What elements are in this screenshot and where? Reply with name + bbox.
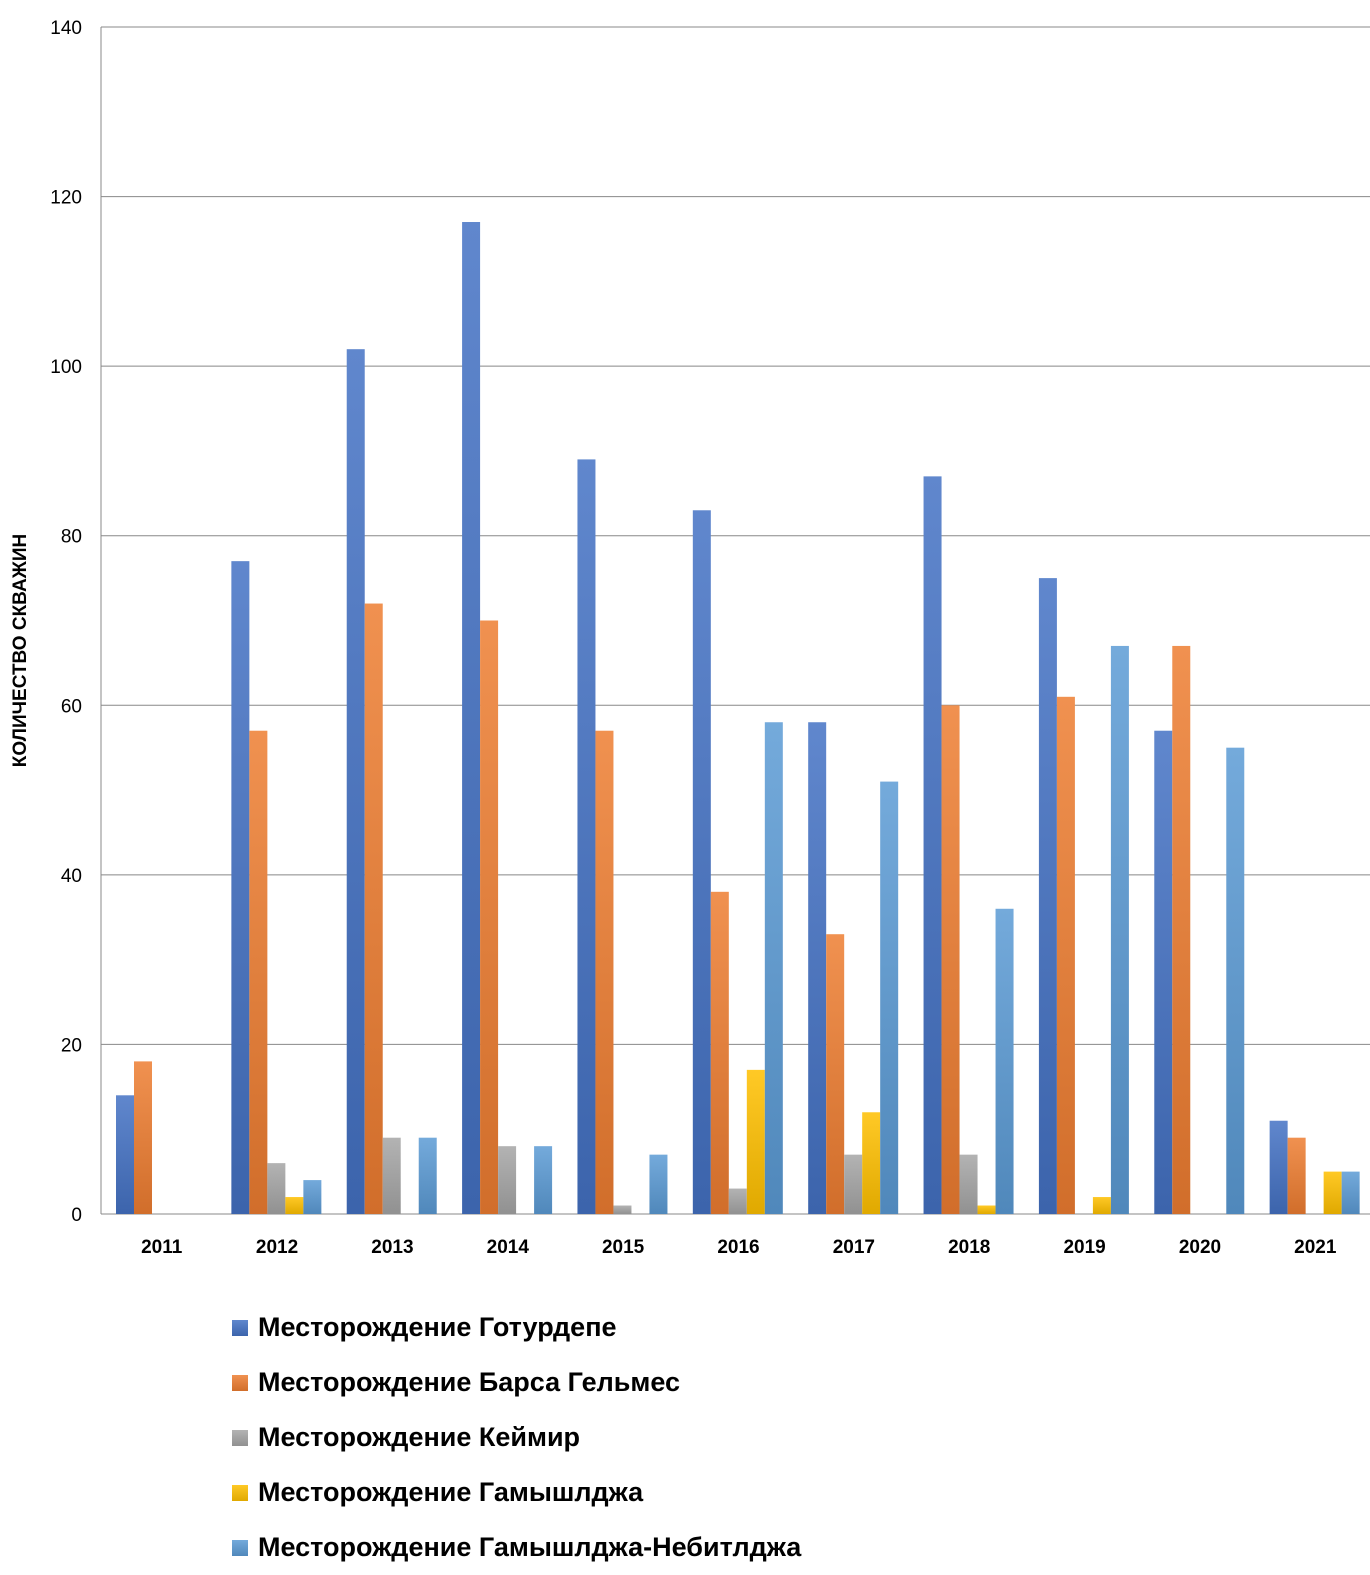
bar xyxy=(346,349,365,1215)
x-axis-ticks: 2011 2012 2013 2014 2015 2016 2017 2018 2019 2020… xyxy=(141,1237,1337,1258)
bar xyxy=(844,1154,863,1214)
legend-item: Месторождение Готурдепе xyxy=(232,1300,801,1355)
x-tick-label: 2020 xyxy=(1179,1237,1221,1258)
legend-label: Месторождение Барса Гельмес xyxy=(258,1367,681,1397)
bar xyxy=(728,1188,747,1214)
y-axis-label: КОЛИЧЕСТВО СКВАЖИН xyxy=(10,534,31,767)
bar xyxy=(959,1154,978,1214)
bar xyxy=(534,1146,553,1214)
bar xyxy=(692,510,711,1214)
y-tick-label: 20 xyxy=(61,1035,82,1056)
y-tick-label: 120 xyxy=(50,188,82,209)
bar xyxy=(303,1180,322,1214)
bar xyxy=(862,1112,881,1214)
bar xyxy=(1056,696,1075,1214)
bar xyxy=(1341,1171,1360,1214)
bar xyxy=(1092,1197,1111,1214)
legend-swatch xyxy=(232,1429,248,1446)
legend-label: Месторождение Кеймир xyxy=(258,1422,581,1452)
bar xyxy=(577,459,596,1215)
x-tick-label: 2019 xyxy=(1063,1237,1105,1258)
y-tick-label: 140 xyxy=(50,18,82,39)
bar xyxy=(1172,645,1191,1214)
legend-label: Месторождение Гамышлджа xyxy=(258,1477,644,1507)
bar xyxy=(462,222,481,1214)
bar xyxy=(267,1163,286,1214)
bar xyxy=(649,1154,668,1214)
bar xyxy=(710,891,729,1214)
legend-swatch xyxy=(232,1374,248,1391)
bar xyxy=(613,1205,632,1214)
bar xyxy=(1287,1137,1306,1214)
legend-swatch xyxy=(232,1484,248,1501)
bar xyxy=(746,1069,765,1214)
bar xyxy=(1110,645,1129,1214)
x-tick-label: 2012 xyxy=(256,1237,298,1258)
bar xyxy=(498,1146,517,1214)
legend-item: Месторождение Барса Гельмес xyxy=(232,1355,801,1410)
bar xyxy=(418,1137,437,1214)
y-axis-ticks: 0 20 40 60 80 100 120 140 xyxy=(50,18,82,1226)
bar xyxy=(826,934,845,1214)
bar xyxy=(285,1197,304,1214)
legend-swatch xyxy=(232,1539,248,1556)
legend-label: Месторождение Готурдепе xyxy=(258,1312,617,1342)
bar xyxy=(808,722,827,1214)
legend-item: Месторождение Гамышлджа-Небитлджа xyxy=(232,1520,801,1575)
y-tick-label: 40 xyxy=(61,866,82,887)
x-tick-label: 2011 xyxy=(141,1237,183,1258)
bar xyxy=(1269,1120,1288,1214)
x-tick-label: 2017 xyxy=(833,1237,875,1258)
legend-item: Месторождение Гамышлджа xyxy=(232,1465,801,1520)
x-tick-label: 2018 xyxy=(948,1237,990,1258)
bar xyxy=(880,781,899,1214)
x-tick-label: 2014 xyxy=(487,1237,530,1258)
bars xyxy=(116,222,1360,1215)
legend: Месторождение Готурдепе Месторождение Бар… xyxy=(232,1300,801,1575)
bar xyxy=(764,722,783,1214)
y-tick-label: 80 xyxy=(61,527,82,548)
bar xyxy=(1154,730,1173,1214)
bar xyxy=(249,730,268,1214)
bar xyxy=(1226,747,1245,1214)
bar xyxy=(1323,1171,1342,1214)
bar xyxy=(231,561,250,1214)
legend-item: Месторождение Кеймир xyxy=(232,1410,801,1465)
x-tick-label: 2021 xyxy=(1294,1237,1337,1258)
bar xyxy=(382,1137,401,1214)
bar xyxy=(995,908,1014,1214)
bar xyxy=(480,620,499,1214)
bar xyxy=(1038,578,1057,1214)
bar xyxy=(134,1061,152,1214)
bar xyxy=(116,1095,134,1214)
x-tick-label: 2015 xyxy=(602,1237,645,1258)
bar xyxy=(364,603,383,1214)
x-tick-label: 2013 xyxy=(371,1237,413,1258)
legend-label: Месторождение Гамышлджа-Небитлджа xyxy=(258,1532,802,1562)
x-tick-label: 2016 xyxy=(717,1237,759,1258)
gridlines xyxy=(101,26,1370,1215)
y-tick-label: 100 xyxy=(50,357,82,378)
y-tick-label: 60 xyxy=(61,696,82,717)
y-tick-label: 0 xyxy=(71,1205,82,1226)
bar xyxy=(977,1205,996,1214)
bar xyxy=(595,730,614,1214)
bar xyxy=(923,476,942,1215)
legend-swatch xyxy=(232,1319,248,1336)
bar xyxy=(941,705,960,1214)
